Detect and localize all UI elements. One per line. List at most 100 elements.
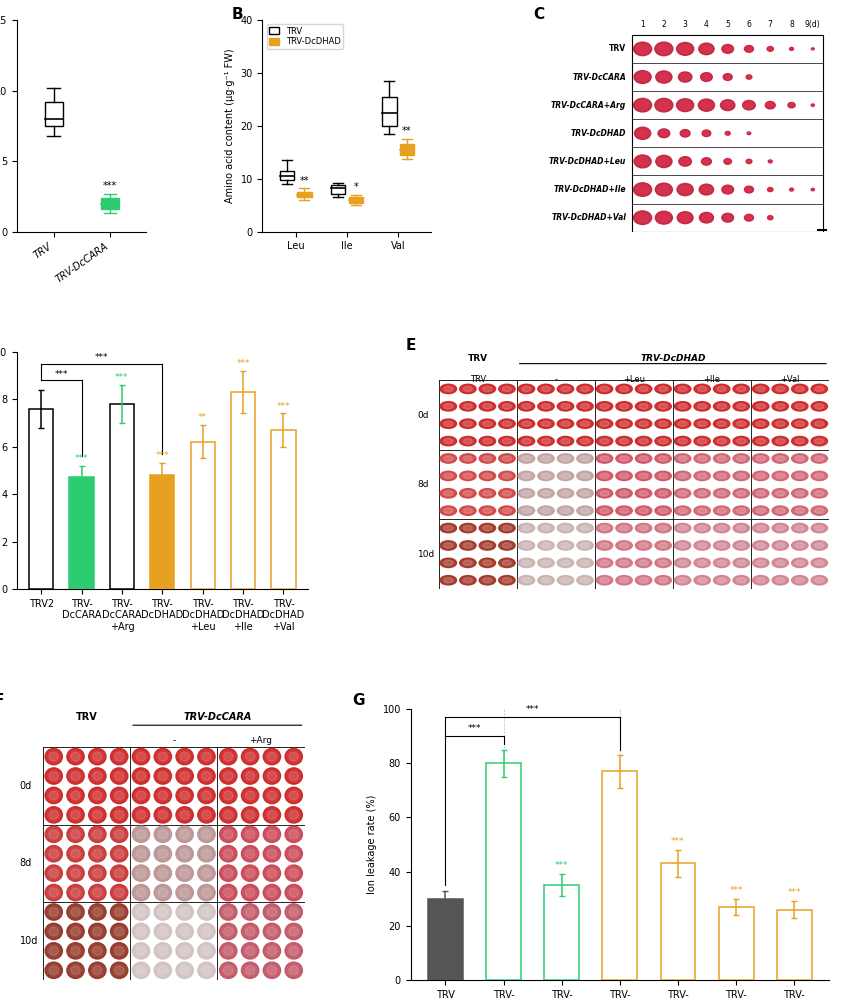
Circle shape xyxy=(479,576,496,585)
Circle shape xyxy=(639,578,648,583)
Circle shape xyxy=(713,506,730,515)
Circle shape xyxy=(114,946,124,955)
Circle shape xyxy=(792,402,808,411)
Circle shape xyxy=(674,489,691,498)
Circle shape xyxy=(49,791,58,800)
Circle shape xyxy=(733,541,750,550)
Circle shape xyxy=(289,888,299,897)
Circle shape xyxy=(733,454,750,463)
Bar xyxy=(349,197,363,203)
Circle shape xyxy=(289,830,299,839)
Text: +Arg: +Arg xyxy=(250,736,272,745)
Text: ***: *** xyxy=(102,181,117,191)
Circle shape xyxy=(635,506,651,515)
Circle shape xyxy=(577,506,593,515)
Circle shape xyxy=(440,384,457,394)
Text: TRV-DcCARA: TRV-DcCARA xyxy=(184,712,251,722)
Circle shape xyxy=(756,473,766,478)
Circle shape xyxy=(154,768,172,784)
Circle shape xyxy=(444,386,453,391)
Circle shape xyxy=(158,849,168,858)
Circle shape xyxy=(658,560,667,565)
Circle shape xyxy=(792,558,808,568)
Circle shape xyxy=(92,888,102,897)
Circle shape xyxy=(223,966,233,975)
Bar xyxy=(29,409,53,589)
Text: 10d: 10d xyxy=(19,936,38,946)
Circle shape xyxy=(772,419,788,428)
Circle shape xyxy=(753,506,769,515)
Circle shape xyxy=(45,962,63,978)
Circle shape xyxy=(538,454,554,463)
Circle shape xyxy=(111,884,128,901)
Circle shape xyxy=(634,183,651,196)
Text: ***: *** xyxy=(277,402,290,411)
Circle shape xyxy=(158,869,168,878)
Circle shape xyxy=(267,869,277,878)
Circle shape xyxy=(285,787,302,804)
Circle shape xyxy=(558,471,574,481)
Circle shape xyxy=(267,772,277,781)
Circle shape xyxy=(503,525,512,531)
Text: TRV-DcDHAD: TRV-DcDHAD xyxy=(640,354,706,363)
Circle shape xyxy=(241,884,259,901)
Circle shape xyxy=(639,439,648,444)
Circle shape xyxy=(680,130,690,137)
Circle shape xyxy=(92,810,102,819)
Circle shape xyxy=(538,506,554,515)
Circle shape xyxy=(503,386,512,391)
Circle shape xyxy=(682,131,688,136)
Circle shape xyxy=(792,489,808,498)
Circle shape xyxy=(558,506,574,515)
Circle shape xyxy=(89,826,106,842)
Circle shape xyxy=(717,456,726,461)
Circle shape xyxy=(223,830,233,839)
Circle shape xyxy=(753,436,769,446)
Circle shape xyxy=(519,541,535,550)
Bar xyxy=(69,477,94,589)
Circle shape xyxy=(561,421,570,426)
Circle shape xyxy=(464,560,472,565)
Circle shape xyxy=(811,104,815,106)
Circle shape xyxy=(158,810,168,819)
Circle shape xyxy=(700,212,713,223)
Circle shape xyxy=(158,946,168,955)
Circle shape xyxy=(737,491,745,496)
Circle shape xyxy=(658,543,667,548)
Circle shape xyxy=(776,456,785,461)
Bar xyxy=(45,102,63,126)
Circle shape xyxy=(772,558,788,568)
Circle shape xyxy=(577,419,593,428)
Bar xyxy=(272,430,295,589)
Circle shape xyxy=(639,386,648,391)
Circle shape xyxy=(223,908,233,916)
Text: F: F xyxy=(0,693,4,708)
Text: ***: *** xyxy=(236,359,250,368)
Circle shape xyxy=(154,962,172,978)
Circle shape xyxy=(45,904,63,920)
Circle shape xyxy=(158,888,168,897)
Circle shape xyxy=(440,454,457,463)
Circle shape xyxy=(724,46,731,52)
Circle shape xyxy=(772,454,788,463)
Circle shape xyxy=(580,439,590,444)
Circle shape xyxy=(245,810,255,819)
Circle shape xyxy=(180,869,190,878)
Circle shape xyxy=(637,158,648,165)
Bar xyxy=(280,171,294,180)
Circle shape xyxy=(538,541,554,550)
Circle shape xyxy=(440,489,457,498)
Circle shape xyxy=(600,456,609,461)
Circle shape xyxy=(71,849,80,858)
Circle shape xyxy=(600,525,609,531)
Circle shape xyxy=(241,943,259,959)
Circle shape xyxy=(577,541,593,550)
Circle shape xyxy=(619,508,629,513)
Circle shape xyxy=(263,787,281,804)
Circle shape xyxy=(220,787,237,804)
Text: 8: 8 xyxy=(789,20,794,29)
Circle shape xyxy=(753,576,769,585)
Circle shape xyxy=(772,384,788,394)
Circle shape xyxy=(89,904,106,920)
Circle shape xyxy=(158,927,168,936)
